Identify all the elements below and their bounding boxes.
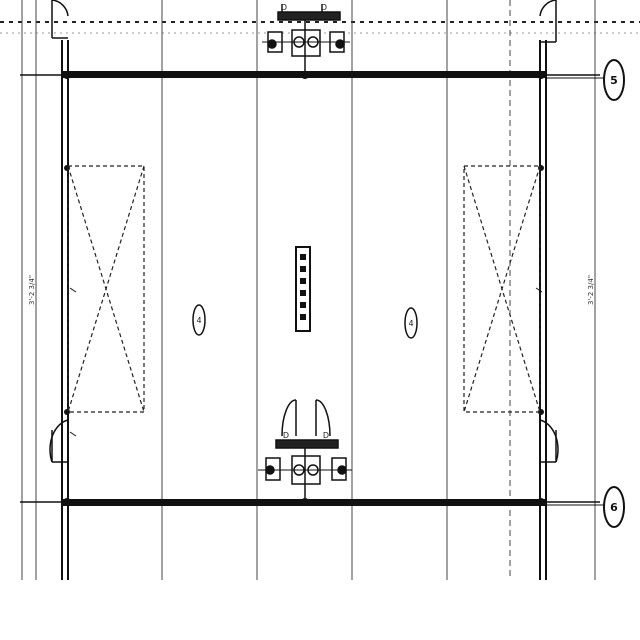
grid-bubble-upper-label: 5 bbox=[610, 74, 618, 87]
side-dimension-right: 3'-2 3/4" bbox=[587, 275, 595, 305]
door-tag-top-left: D bbox=[281, 3, 287, 12]
door-swing-top-left bbox=[51, 0, 69, 39]
room-marker-left-label: 4 bbox=[196, 316, 201, 325]
bottom-center-equipment bbox=[258, 399, 352, 498]
wall-marks bbox=[69, 287, 543, 437]
top-center-equipment bbox=[262, 4, 350, 72]
vertical-grid-lines bbox=[21, 0, 596, 580]
grid-bubble-lower: 6 bbox=[546, 486, 625, 528]
door-tag-bottom-right: D bbox=[323, 431, 329, 440]
side-dimension-left: 3'-2 3/4" bbox=[28, 275, 36, 305]
door-tag-top-right: D bbox=[321, 3, 327, 12]
door-swing-mid-right bbox=[539, 419, 559, 463]
door-swing-mid-left bbox=[49, 419, 69, 463]
room-marker-right: 4 bbox=[404, 307, 418, 339]
right-braced-opening bbox=[463, 165, 541, 413]
center-column-panel bbox=[295, 246, 311, 332]
grid-bubble-lower-label: 6 bbox=[610, 501, 618, 514]
room-marker-left: 4 bbox=[192, 304, 206, 336]
room-marker-right-label: 4 bbox=[408, 319, 413, 328]
grid-bubble-upper: 5 bbox=[546, 59, 625, 101]
door-tag-bottom-left: D bbox=[283, 431, 289, 440]
left-braced-opening bbox=[67, 165, 145, 413]
door-swing-top-right bbox=[539, 0, 557, 43]
